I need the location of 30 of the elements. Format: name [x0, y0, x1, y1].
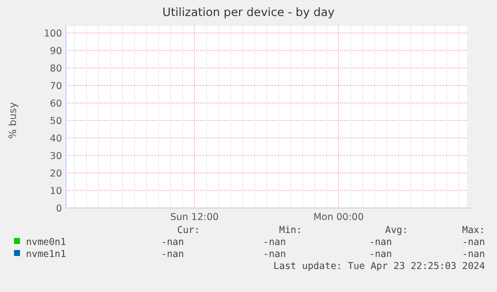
- y-tick-label: 30: [50, 150, 62, 162]
- x-tick-label: Sun 12:00: [170, 212, 219, 223]
- y-tick-label: 20: [50, 168, 62, 180]
- text: Min:: [279, 225, 302, 236]
- text: Avg:: [385, 225, 408, 236]
- text: -nan: [263, 249, 286, 260]
- y-tick-label: 90: [50, 46, 62, 57]
- y-tick-label: 100: [44, 28, 62, 40]
- y-tick-label: 80: [50, 63, 62, 74]
- y-tick-label: 50: [50, 116, 62, 127]
- text: Cur:: [177, 225, 200, 236]
- legend-label: nvme0n1: [26, 237, 66, 248]
- text: Last update: Tue Apr 23 22:25:03 2024: [273, 261, 486, 272]
- y-axis-title: % busy: [8, 102, 19, 139]
- y-tick-label: 10: [50, 186, 62, 197]
- x-tick-label: Mon 00:00: [313, 212, 364, 223]
- text: -nan: [462, 249, 485, 260]
- legend-label: nvme1n1: [26, 249, 66, 260]
- y-tick-label: 40: [50, 133, 62, 144]
- text: -nan: [161, 249, 184, 260]
- text: -nan: [369, 249, 392, 260]
- text: -nan: [161, 237, 184, 248]
- y-tick-label: 60: [50, 98, 62, 110]
- y-tick-label: 0: [56, 203, 62, 214]
- y-tick-label: 70: [50, 80, 62, 92]
- chart-title: Utilization per device - by day: [162, 5, 335, 19]
- text: -nan: [369, 237, 392, 248]
- text: -nan: [263, 237, 286, 248]
- text: -nan: [462, 237, 485, 248]
- text: Max:: [462, 225, 485, 236]
